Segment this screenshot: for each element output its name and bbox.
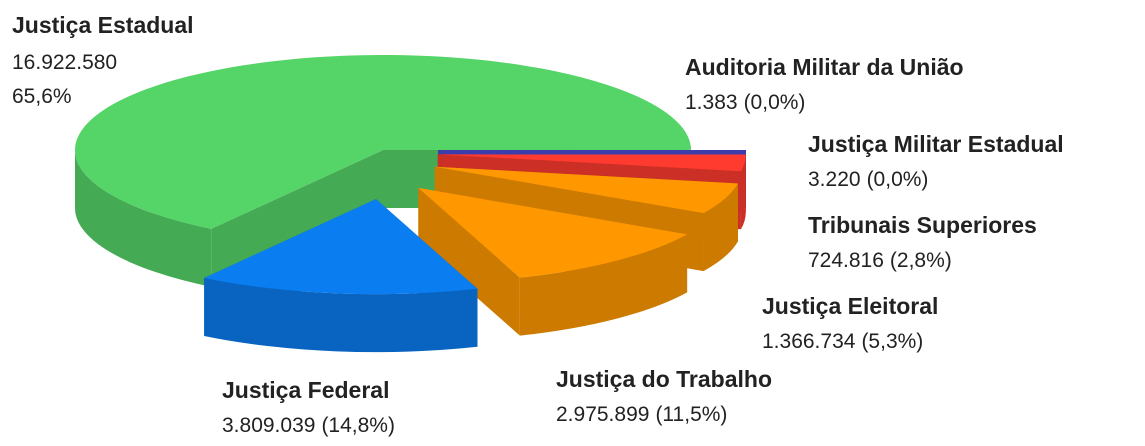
percent-label: (0,0%) bbox=[867, 168, 929, 191]
value-line: 2.975.899 (11,5%) bbox=[556, 403, 727, 426]
slice-label: Justiça Federal bbox=[222, 377, 389, 403]
slice bbox=[418, 187, 688, 278]
slice-side bbox=[204, 277, 478, 353]
value-label: 724.816 bbox=[808, 249, 884, 272]
value-label: 2.975.899 bbox=[556, 403, 649, 426]
slice-label: Auditoria Militar da União bbox=[685, 54, 964, 80]
slice bbox=[74, 55, 691, 229]
percent-label: (0,0%) bbox=[744, 91, 806, 114]
slice bbox=[418, 187, 688, 336]
slice-label: Justiça do Trabalho bbox=[556, 366, 772, 392]
value-label: 3.220 bbox=[808, 168, 861, 191]
percent-label: (5,3%) bbox=[861, 330, 923, 353]
value-label: 1.383 bbox=[685, 91, 738, 114]
slice-label: Justiça Estadual bbox=[12, 12, 194, 38]
value-line: 1.383 (0,0%) bbox=[685, 91, 805, 114]
slice-label: Tribunais Superiores bbox=[808, 212, 1037, 238]
slice-side bbox=[75, 150, 212, 287]
slice bbox=[204, 199, 478, 353]
value-line: 3.220 (0,0%) bbox=[808, 168, 928, 191]
value-line: 3.809.039 (14,8%) bbox=[222, 414, 395, 437]
slice bbox=[204, 199, 478, 295]
percent-label: (14,8%) bbox=[321, 414, 395, 437]
slice-side bbox=[740, 154, 746, 230]
value-label: 3.809.039 bbox=[222, 414, 315, 437]
slice-side bbox=[519, 234, 688, 336]
slice-side bbox=[418, 187, 520, 336]
percent-label: (11,5%) bbox=[655, 403, 727, 426]
value-line: 724.816 (2,8%) bbox=[808, 249, 952, 272]
slice-label: Justiça Militar Estadual bbox=[808, 131, 1064, 157]
value-label: 16.922.580 bbox=[12, 51, 117, 74]
slice bbox=[434, 166, 738, 214]
slice-side bbox=[211, 150, 383, 287]
slice-side bbox=[703, 183, 738, 272]
slice-label: Justiça Eleitoral bbox=[762, 293, 938, 319]
percent-label: 65,6% bbox=[12, 85, 72, 108]
value-label: 1.366.734 bbox=[762, 330, 856, 353]
value-line: 1.366.734 (5,3%) bbox=[762, 330, 923, 353]
slice bbox=[437, 154, 746, 172]
percent-label: (2,8%) bbox=[890, 249, 952, 272]
